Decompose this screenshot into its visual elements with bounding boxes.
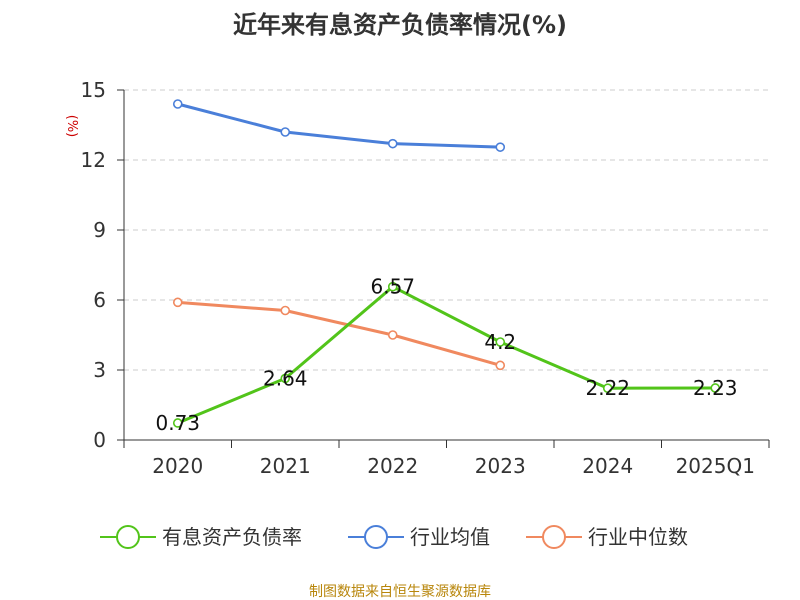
- data-point: [387, 138, 398, 149]
- legend-marker: [364, 525, 388, 549]
- x-tick-label: 2023: [475, 454, 526, 478]
- data-label: 4.2: [484, 330, 516, 354]
- data-point: [495, 142, 506, 152]
- data-point: [710, 383, 721, 393]
- y-tick-label: 12: [81, 148, 106, 172]
- legend-label: 行业均值: [410, 525, 490, 549]
- y-tick-label: 3: [93, 358, 106, 382]
- y-tick-label: 9: [93, 218, 106, 242]
- series-line: [177, 102, 501, 149]
- x-tick-label: 2024: [582, 454, 633, 478]
- data-point: [172, 99, 183, 109]
- y-tick-label: 0: [93, 428, 106, 452]
- data-label: 2.22: [585, 376, 630, 400]
- legend-label: 有息资产负债率: [162, 525, 302, 549]
- series-group: [172, 99, 721, 428]
- data-point: [280, 373, 291, 384]
- legend-item[interactable]: 行业中位数: [526, 525, 688, 549]
- y-tick-label: 6: [93, 288, 106, 312]
- data-labels: 0.73 2.64 6.57 4.2 2.22 2.23: [155, 275, 737, 435]
- data-point: [602, 383, 613, 394]
- x-tick-label: 2022: [367, 454, 418, 478]
- series-line: [177, 285, 716, 425]
- legend-item[interactable]: 有息资产负债率: [100, 525, 302, 549]
- data-point: [387, 330, 398, 340]
- legend[interactable]: 有息资产负债率 行业均值 行业中位数: [100, 525, 688, 549]
- x-tick-label: 2020: [152, 454, 203, 478]
- chart-title: 近年来有息资产负债率情况(%): [233, 11, 567, 39]
- data-point: [387, 281, 398, 292]
- legend-item[interactable]: 行业均值: [348, 525, 490, 549]
- y-tick-label: 15: [81, 78, 106, 102]
- source-note: 制图数据来自恒生聚源数据库: [309, 584, 491, 600]
- data-label: 2.64: [263, 366, 308, 390]
- data-point: [495, 337, 506, 347]
- data-point: [280, 127, 291, 137]
- data-label: 6.57: [370, 275, 415, 299]
- legend-marker: [542, 525, 566, 549]
- axes: 0 3 6 9 12 15 2020 2021 2022 2023 2024 2025Q1: [81, 78, 770, 478]
- x-tick-label: 2021: [260, 454, 311, 478]
- data-point: [280, 305, 291, 316]
- data-point: [172, 297, 183, 308]
- data-point: [495, 360, 506, 371]
- legend-marker: [116, 525, 140, 549]
- legend-label: 行业中位数: [588, 525, 688, 549]
- data-point: [172, 418, 183, 428]
- data-label: 0.73: [155, 411, 200, 435]
- y-axis-label: (%): [64, 115, 79, 138]
- x-tick-label: 2025Q1: [676, 454, 755, 478]
- data-label: 2.23: [693, 376, 738, 400]
- series-line: [177, 300, 501, 367]
- grid: [124, 89, 769, 371]
